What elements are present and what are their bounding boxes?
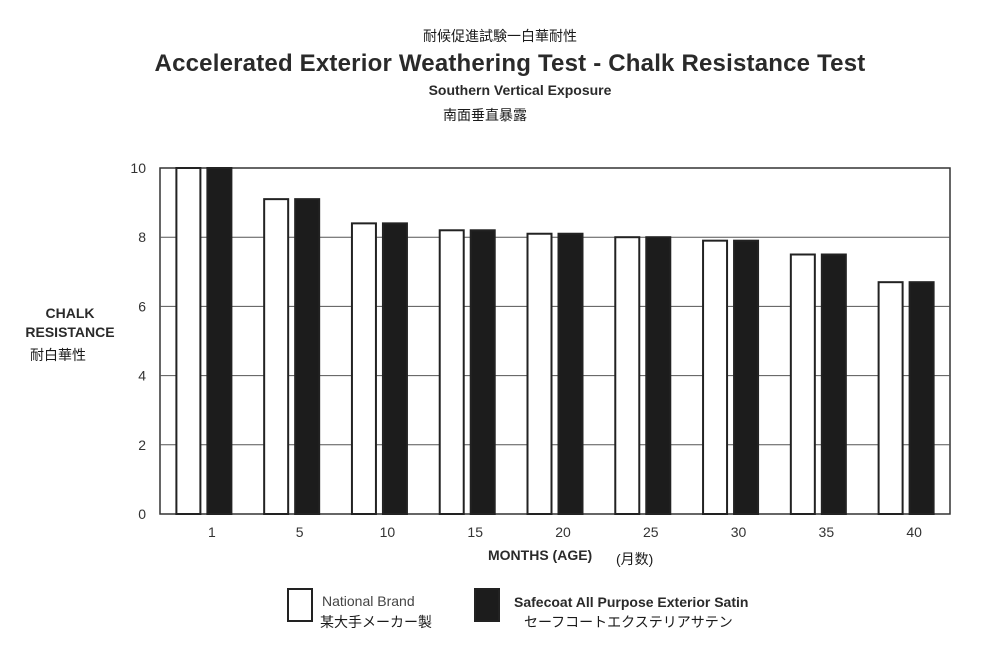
y-tick-label: 0 [138, 506, 146, 522]
bar-national-brand [877, 281, 904, 515]
legend-label-national-brand-jp: 某大手メーカー製 [320, 614, 432, 630]
legend-label-safecoat-jp: セーフコートエクステリアサテン [524, 614, 733, 630]
legend-label-safecoat: Safecoat All Purpose Exterior Satin [514, 594, 749, 610]
y-tick-label: 2 [138, 437, 146, 453]
chart-title: Accelerated Exterior Weathering Test - C… [154, 50, 866, 77]
bar-national-brand [350, 222, 377, 516]
x-tick-label: 20 [555, 524, 571, 540]
x-tick-label: 1 [208, 524, 216, 540]
y-axis-label-line1: CHALK [45, 305, 95, 321]
x-tick-label: 15 [467, 524, 483, 540]
y-tick-label: 6 [138, 298, 146, 314]
bar-national-brand [263, 198, 290, 515]
x-tick-label: 10 [380, 524, 396, 540]
bar-national-brand [526, 232, 553, 516]
bar-safecoat [294, 198, 321, 515]
bar-safecoat [381, 222, 408, 516]
y-axis-label: CHALK RESISTANCE [20, 304, 120, 342]
bar-safecoat [733, 239, 760, 515]
chart-subtitle: Southern Vertical Exposure [428, 82, 612, 98]
y-tick-label: 8 [138, 229, 146, 245]
legend-label-national-brand: National Brand [322, 593, 415, 609]
bar-national-brand [702, 239, 729, 515]
chart-subtitle-jp: 南面垂直暴露 [443, 107, 527, 123]
y-axis-label-line2: RESISTANCE [25, 324, 115, 340]
chart-title-jp: 耐候促進試験一白華耐性 [423, 28, 577, 44]
bar-safecoat [908, 281, 935, 515]
y-tick-label: 4 [138, 368, 146, 384]
bar-safecoat [645, 236, 672, 515]
y-tick-label: 10 [130, 160, 146, 176]
y-axis-label-jp: 耐白華性 [30, 347, 86, 363]
bar-national-brand [789, 253, 816, 515]
bar-safecoat [469, 229, 496, 515]
x-tick-label: 25 [643, 524, 659, 540]
x-tick-label: 40 [906, 524, 922, 540]
bar-safecoat [557, 232, 584, 516]
legend-swatch-national-brand [287, 588, 313, 622]
x-axis-label-jp: (月数) [616, 551, 654, 567]
legend-swatch-safecoat [474, 588, 500, 622]
bar-national-brand [438, 229, 465, 515]
bar-safecoat [206, 167, 233, 515]
x-axis-label: MONTHS (AGE) [488, 547, 593, 563]
plot-frame [159, 167, 951, 515]
x-tick-label: 35 [819, 524, 835, 540]
bar-safecoat [820, 253, 847, 515]
x-tick-label: 5 [296, 524, 304, 540]
bar-national-brand [614, 236, 641, 515]
bar-national-brand [175, 167, 202, 515]
x-tick-label: 30 [731, 524, 747, 540]
